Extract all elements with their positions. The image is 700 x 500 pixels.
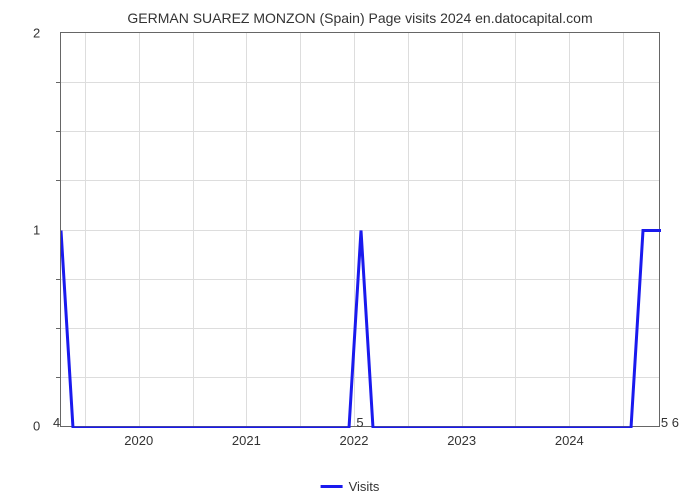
x-axis-tick-label: 2021 — [232, 433, 261, 448]
legend-label: Visits — [349, 479, 380, 494]
legend-swatch — [321, 485, 343, 488]
y-axis-tick-label: 1 — [33, 222, 40, 237]
plot-area: 012 20202021202220232024 4 5 5 6 — [60, 32, 660, 427]
x-axis-tick-label: 2022 — [340, 433, 369, 448]
visits-line-series — [61, 33, 661, 428]
corner-label-left: 4 — [53, 415, 60, 430]
y-axis-tick-label: 2 — [33, 26, 40, 41]
x-axis-tick-label: 2020 — [124, 433, 153, 448]
y-axis-tick-label: 0 — [33, 419, 40, 434]
visits-chart: GERMAN SUAREZ MONZON (Spain) Page visits… — [50, 10, 670, 450]
chart-title: GERMAN SUAREZ MONZON (Spain) Page visits… — [50, 10, 670, 26]
chart-legend: Visits — [321, 479, 380, 494]
x-axis-tick-label: 2024 — [555, 433, 584, 448]
x-axis-tick-label: 2023 — [447, 433, 476, 448]
corner-label-right: 5 6 — [661, 415, 679, 430]
